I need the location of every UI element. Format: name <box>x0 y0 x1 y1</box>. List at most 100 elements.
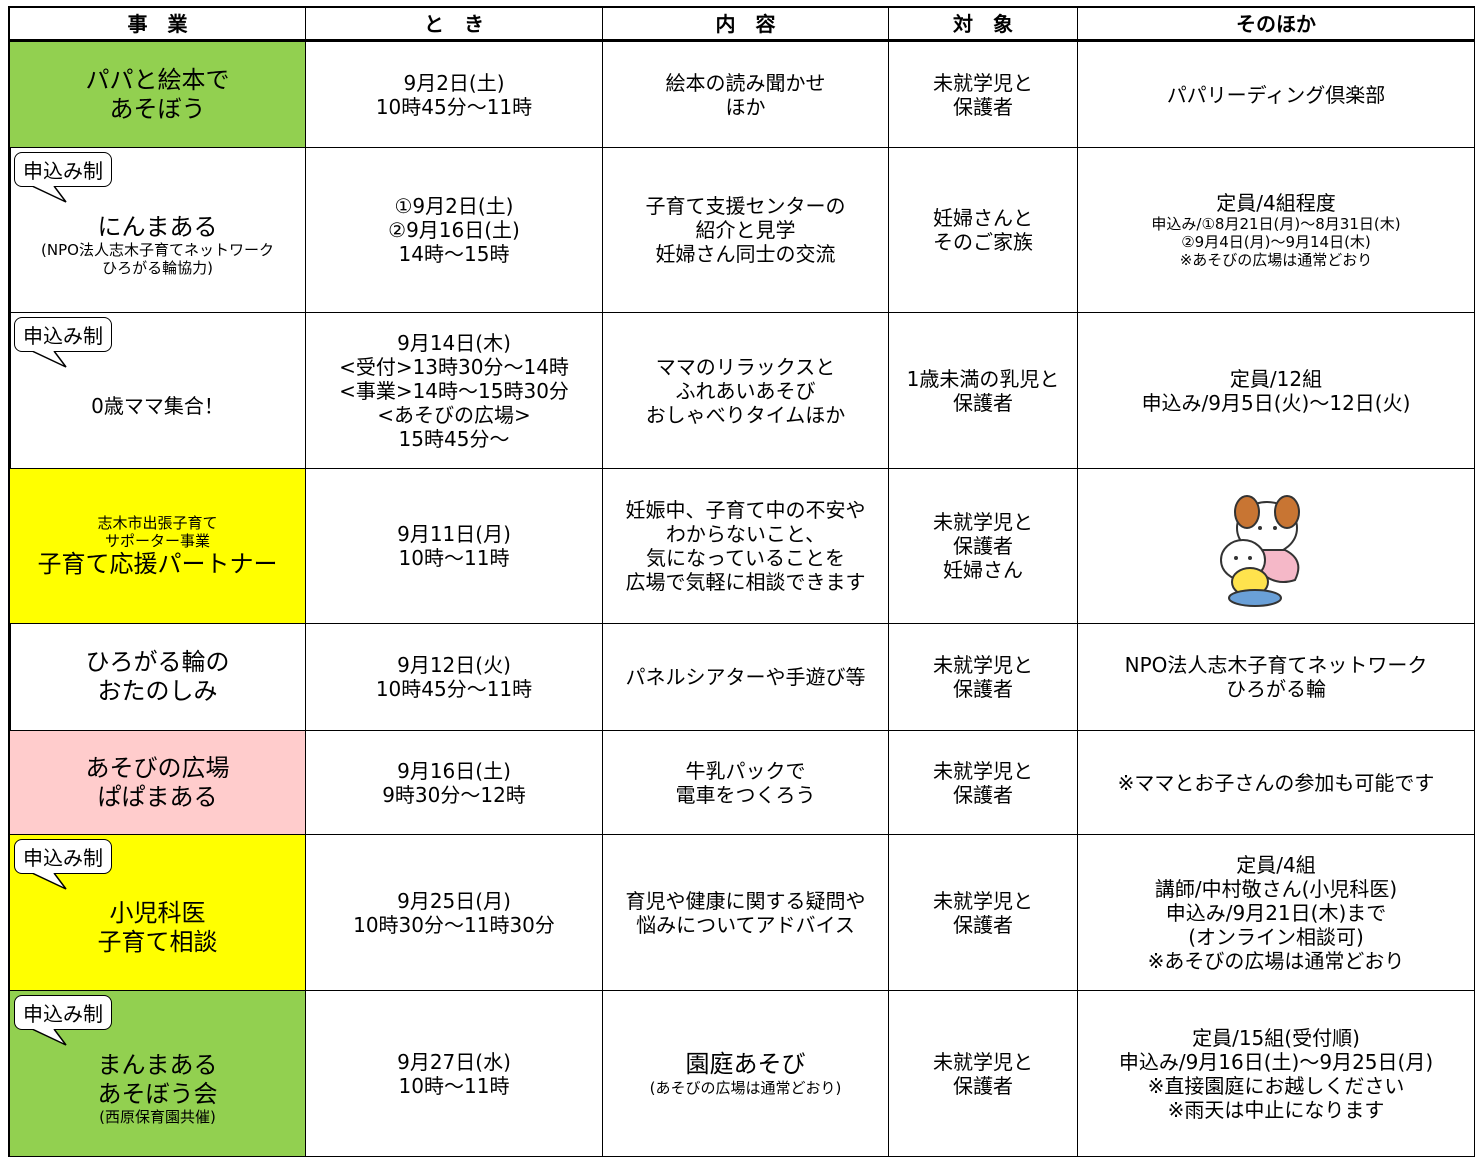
cell-line: 保護者 <box>953 534 1013 558</box>
target-cell: 妊婦さんと そのご家族 <box>889 148 1078 313</box>
when-cell: 9月16日(土) 9時30分～12時 <box>306 731 603 835</box>
cell-line: 保護者 <box>953 390 1013 415</box>
cell-line: おたのしみ <box>97 677 218 705</box>
cell-line: ひろがる輪 <box>1226 677 1326 701</box>
cell-line: 妊婦さんと <box>933 206 1033 230</box>
when-cell: 9月14日(木) <受付>13時30分～14時 <事業>14時～15時30分 <あそび… <box>306 313 603 469</box>
content-cell: 妊娠中、子育て中の不安や わからないこと、 気になっていることを 広場で気軽に相談でき… <box>603 469 889 624</box>
cell-line: 小児科医 <box>109 898 206 927</box>
when-cell: 9月2日(土) 10時45分～11時 <box>306 42 603 148</box>
badge-tail <box>31 873 67 890</box>
cell-line: 9月14日(木) <box>397 330 511 355</box>
cell-line: ②9月16日(土) <box>388 218 520 242</box>
cell-line: ※雨天は中止になります <box>1167 1097 1385 1122</box>
cell-line: 未就学児と <box>933 70 1033 95</box>
cell-line: 10時45分～11時 <box>375 677 533 701</box>
cell-line: ①9月2日(土) <box>394 194 514 218</box>
target-cell: 未就学児と 保護者 <box>889 835 1078 991</box>
cell-line: 紹介と見学 <box>695 218 796 242</box>
cell-line: 申込み/9月21日(木)まで <box>1165 900 1387 925</box>
header-cell: と き <box>306 8 603 42</box>
event-cell: 0歳ママ集合！ <box>10 313 306 469</box>
cell-line: 広場で気軽に相談できます <box>625 570 866 594</box>
event-cell: パパと絵本で あそぼう <box>10 42 306 148</box>
cell-line: 定員/4組 <box>1236 852 1316 877</box>
cell-line: 妊婦さん同士の交流 <box>655 242 836 266</box>
cell-line: 絵本の読み聞かせ <box>665 70 826 95</box>
content-cell: パネルシアターや手遊び等 <box>603 624 889 731</box>
content-cell: 牛乳パックで 電車をつくろう <box>603 731 889 835</box>
cell-line: ママのリラックスと <box>655 354 836 379</box>
other-cell: パパリーディング倶楽部 <box>1078 42 1475 148</box>
cell-line: 申込み/9月5日(火)～12日(火) <box>1141 390 1411 415</box>
when-cell: 9月27日(水) 10時～11時 <box>306 991 603 1157</box>
cell-line: ※あそびの広場は通常どおり <box>1147 948 1405 973</box>
header-cell: 事 業 <box>10 8 306 42</box>
cell-line: 子育て相談 <box>97 927 218 956</box>
cell-line: 9月27日(水) <box>397 1049 511 1074</box>
badge-tail <box>31 1029 67 1046</box>
cell-line: 1歳未満の乳児と <box>906 366 1060 391</box>
content-cell: ママのリラックスと ふれあいあそび おしゃべりタイムほか <box>603 313 889 469</box>
cell-line: パネルシアターや手遊び等 <box>625 665 866 689</box>
cell-line: 定員/4組程度 <box>1216 191 1336 215</box>
cell-line: まんまある <box>97 1050 218 1079</box>
left-border <box>8 6 11 1157</box>
cell-line: おしゃべりタイムほか <box>645 402 846 427</box>
cell-line: 申込み/①8月21日(月)～8月31日(木) <box>1151 215 1401 233</box>
cell-line: 10時30分～11時30分 <box>353 912 555 937</box>
cell-line: 14時～15時 <box>398 242 510 266</box>
cell-line: 9月25日(月) <box>397 888 511 913</box>
cell-line: 9月16日(土) <box>397 758 511 783</box>
cell-line: ひろがる輪協力) <box>102 259 213 278</box>
cell-line: 9月2日(土) <box>403 70 505 95</box>
cell-line: ほか <box>725 94 766 119</box>
top-border <box>8 6 1475 9</box>
when-cell: 9月12日(火) 10時45分～11時 <box>306 624 603 731</box>
cell-line: 子育て応援パートナー <box>37 549 278 578</box>
cell-line: 9時30分～12時 <box>382 782 526 807</box>
other-cell: 定員/4組 講師/中村敬さん(小児科医) 申込み/9月21日(木)まで (オンライン相… <box>1078 835 1475 991</box>
target-cell: 未就学児と 保護者 <box>889 42 1078 148</box>
cell-line: にんまある <box>97 212 218 241</box>
cell-line: 未就学児と <box>933 510 1033 534</box>
cell-line: 保護者 <box>953 677 1013 701</box>
cell-line: 育児や健康に関する疑問や <box>625 888 866 913</box>
target-cell: 未就学児と 保護者 妊婦さん <box>889 469 1078 624</box>
cell-line: 15時45分～ <box>398 426 510 451</box>
cell-line: 10時～11時 <box>398 1073 510 1098</box>
cell-line: 電車をつくろう <box>675 782 816 807</box>
cell-line: 悩みについてアドバイス <box>636 912 855 937</box>
cell-line: 定員/12組 <box>1229 366 1323 391</box>
cell-line: ふれあいあそび <box>675 378 816 403</box>
signup-badge: 申込み制 <box>14 995 112 1030</box>
cell-line: 未就学児と <box>933 1049 1033 1074</box>
cell-line: ②9月4日(月)～9月14日(木) <box>1181 233 1371 251</box>
cell-line: <事業>14時～15時30分 <box>339 378 569 403</box>
cell-line: ※ママとお子さんの参加も可能です <box>1117 770 1435 795</box>
content-cell: 子育て支援センターの 紹介と見学 妊婦さん同士の交流 <box>603 148 889 313</box>
header-cell: 内 容 <box>603 8 889 42</box>
other-cell: 定員/15組(受付順) 申込み/9月16日(土)～9月25日(月) ※直接園庭にお越… <box>1078 991 1475 1157</box>
other-cell: 定員/12組 申込み/9月5日(火)～12日(火) <box>1078 313 1475 469</box>
target-cell: 1歳未満の乳児と 保護者 <box>889 313 1078 469</box>
cell-line: NPO法人志木子育てネットワーク <box>1124 653 1428 677</box>
cell-line: 志木市出張子育て <box>97 513 218 532</box>
cell-line: 10時45分～11時 <box>375 94 533 119</box>
cell-line: (NPO法人志木子育てネットワーク <box>41 241 274 260</box>
cell-line: あそびの広場 <box>85 753 230 782</box>
signup-badge: 申込み制 <box>14 152 112 187</box>
mascot-illustration <box>1220 495 1300 607</box>
when-cell: 9月25日(月) 10時30分～11時30分 <box>306 835 603 991</box>
other-cell: 定員/4組程度 申込み/①8月21日(月)～8月31日(木) ②9月4日(月)～9月… <box>1078 148 1475 313</box>
cell-line: あそぼう会 <box>97 1079 218 1108</box>
cell-line: 0歳ママ集合！ <box>91 393 224 418</box>
cell-line: (あそびの広場は通常どおり) <box>649 1078 842 1097</box>
cell-line: 9月12日(火) <box>397 653 511 677</box>
cell-line: 申込み/9月16日(土)～9月25日(月) <box>1118 1049 1434 1074</box>
other-cell: ※ママとお子さんの参加も可能です <box>1078 731 1475 835</box>
cell-line: <受付>13時30分～14時 <box>339 354 569 379</box>
cell-line: わからないこと、 <box>665 522 826 546</box>
signup-badge: 申込み制 <box>14 317 112 352</box>
